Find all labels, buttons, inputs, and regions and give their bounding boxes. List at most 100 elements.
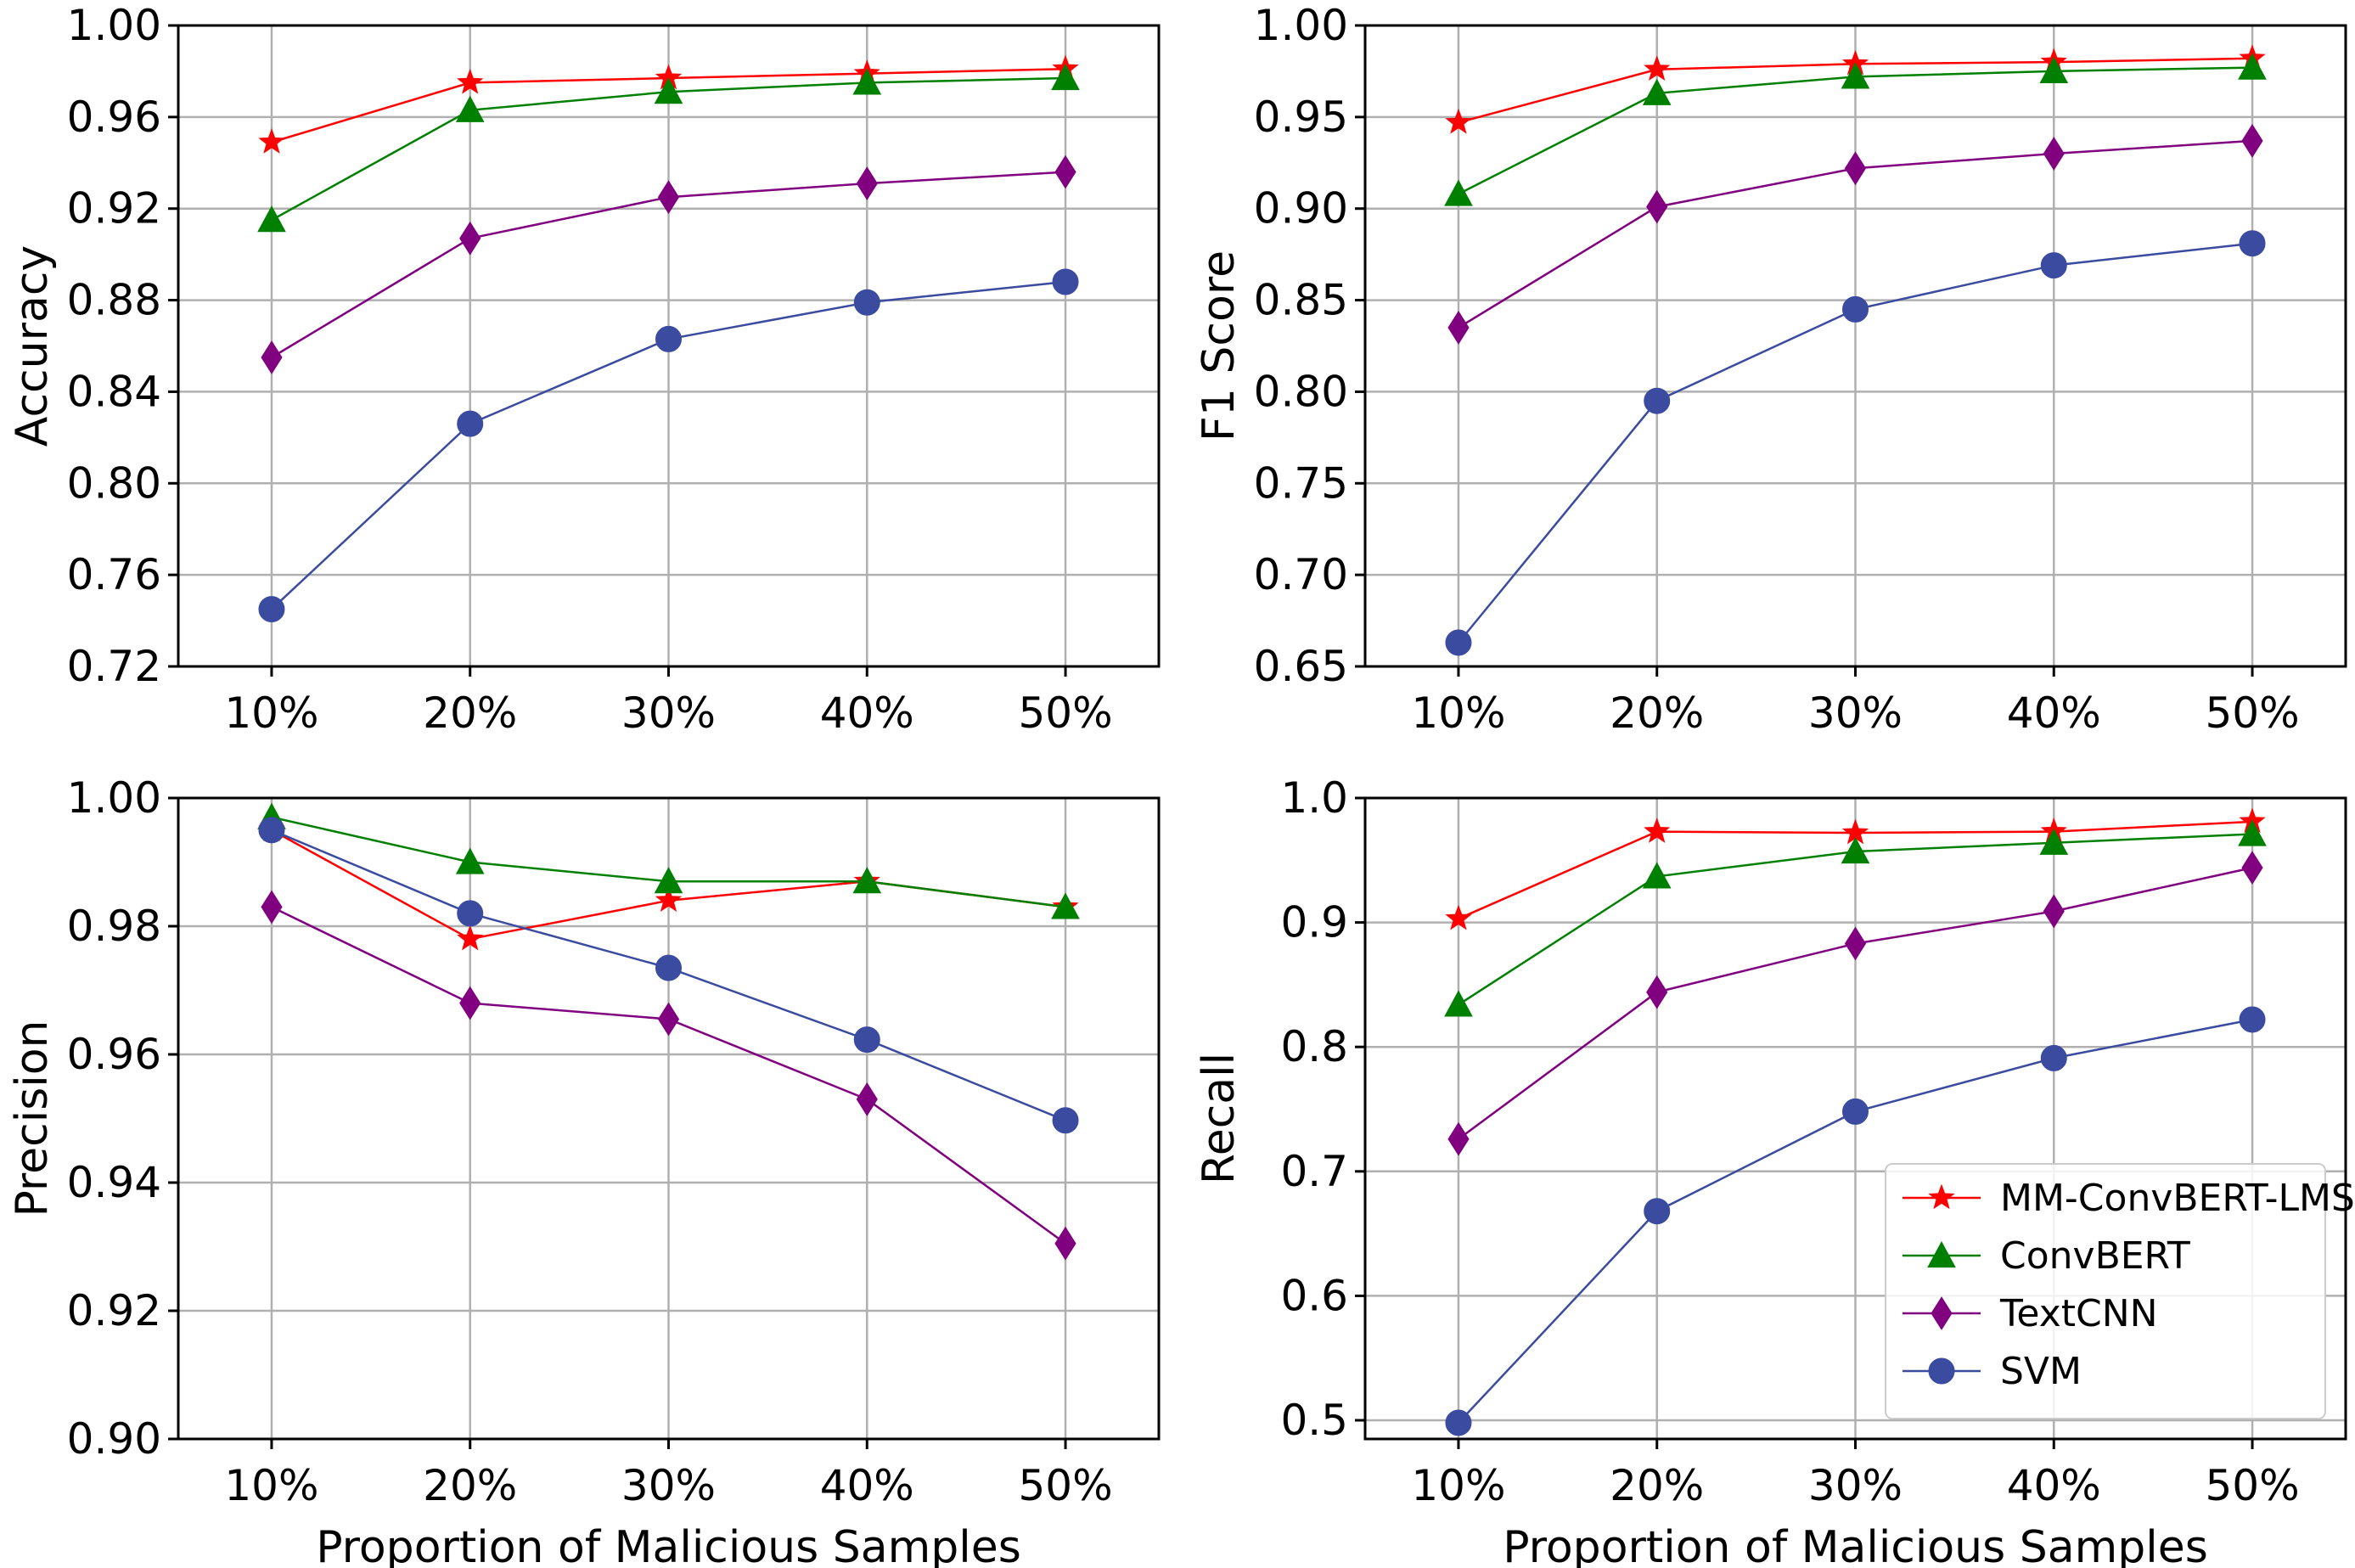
data-point bbox=[1444, 990, 1473, 1017]
y-tick-label: 0.80 bbox=[1254, 367, 1348, 416]
legend-label: MM-ConvBERT-LMS bbox=[2000, 1177, 2355, 1220]
y-tick-label: 0.5 bbox=[1280, 1396, 1348, 1445]
x-tick-label: 10% bbox=[224, 688, 318, 738]
data-point bbox=[654, 867, 683, 894]
data-point bbox=[1644, 387, 1671, 414]
x-tick-label: 20% bbox=[1610, 688, 1704, 738]
data-point bbox=[1444, 179, 1473, 206]
data-point bbox=[2043, 894, 2065, 929]
x-tick-label: 20% bbox=[1610, 1461, 1704, 1510]
x-tick-label: 40% bbox=[2007, 1461, 2101, 1510]
y-tick-label: 0.76 bbox=[67, 550, 161, 599]
data-point bbox=[1054, 1226, 1076, 1261]
data-point bbox=[2239, 1006, 2266, 1033]
x-tick-label: 40% bbox=[820, 688, 914, 738]
data-point bbox=[2241, 123, 2263, 158]
data-point bbox=[856, 166, 878, 201]
x-tick-label: 50% bbox=[2205, 1461, 2299, 1510]
y-tick-label: 0.90 bbox=[67, 1414, 161, 1464]
y-tick-label: 0.72 bbox=[67, 642, 161, 691]
legend-label: SVM bbox=[2000, 1350, 2082, 1393]
data-point bbox=[2238, 53, 2267, 80]
data-point bbox=[1051, 892, 1080, 919]
data-point bbox=[1445, 904, 1472, 930]
legend-marker bbox=[1927, 1240, 1956, 1268]
data-point bbox=[1052, 268, 1079, 295]
x-axis-label: Proportion of Malicious Samples bbox=[316, 1522, 1021, 1568]
data-point bbox=[1445, 108, 1472, 134]
data-point bbox=[2040, 252, 2067, 279]
data-point bbox=[1054, 155, 1076, 189]
y-tick-label: 0.98 bbox=[67, 902, 161, 951]
data-point bbox=[1445, 1409, 1472, 1436]
data-point bbox=[1052, 1107, 1079, 1134]
x-tick-label: 10% bbox=[1411, 688, 1505, 738]
y-tick-label: 1.00 bbox=[67, 773, 161, 823]
data-point bbox=[2238, 819, 2267, 846]
x-tick-label: 50% bbox=[2205, 688, 2299, 738]
legend-entry: MM-ConvBERT-LMS bbox=[1903, 1177, 2355, 1220]
data-point bbox=[1841, 836, 1870, 864]
data-point bbox=[1841, 62, 1870, 89]
legend-marker bbox=[1928, 1357, 1955, 1385]
data-point bbox=[1051, 63, 1080, 91]
data-point bbox=[655, 886, 683, 913]
x-tick-label: 30% bbox=[621, 688, 716, 738]
data-point bbox=[457, 68, 484, 94]
y-tick-label: 0.92 bbox=[67, 1286, 161, 1335]
legend: MM-ConvBERT-LMS ConvBERT TextCNN SVM bbox=[1885, 1163, 2355, 1419]
data-point bbox=[261, 340, 283, 374]
y-axis-label: F1 Score bbox=[1194, 250, 1245, 441]
data-point bbox=[457, 900, 484, 927]
x-tick-label: 20% bbox=[423, 688, 517, 738]
data-point bbox=[455, 95, 485, 122]
y-tick-label: 0.6 bbox=[1280, 1271, 1348, 1320]
x-tick-label: 30% bbox=[621, 1461, 716, 1510]
data-point bbox=[2239, 230, 2266, 257]
y-axis-label: Accuracy bbox=[7, 245, 58, 447]
data-point bbox=[853, 1026, 880, 1054]
data-point bbox=[853, 289, 880, 316]
y-tick-label: 1.00 bbox=[1254, 1, 1348, 50]
y-tick-label: 0.88 bbox=[67, 276, 161, 325]
y-tick-label: 0.70 bbox=[1254, 550, 1348, 599]
x-axis-label: Proportion of Malicious Samples bbox=[1503, 1522, 2208, 1568]
legend-label: ConvBERT bbox=[2000, 1234, 2190, 1278]
data-point bbox=[654, 77, 683, 104]
data-point bbox=[459, 221, 481, 256]
y-tick-label: 0.92 bbox=[67, 184, 161, 233]
x-tick-label: 20% bbox=[423, 1461, 517, 1510]
panel-accuracy: 0.72 0.76 0.80 0.84 0.88 0.92 0.96 1.00 10% 20% 30… bbox=[7, 1, 1161, 738]
y-tick-label: 0.8 bbox=[1280, 1022, 1348, 1071]
data-point bbox=[856, 1082, 878, 1116]
legend-entry: ConvBERT bbox=[1903, 1234, 2190, 1278]
legend-label: TextCNN bbox=[1999, 1292, 2158, 1335]
data-point bbox=[1844, 926, 1867, 961]
data-point bbox=[1644, 818, 1671, 843]
data-point bbox=[2039, 56, 2069, 83]
legend-marker bbox=[1928, 1183, 1955, 1210]
data-point bbox=[1447, 310, 1470, 345]
data-point bbox=[1842, 1098, 1869, 1125]
data-point bbox=[459, 986, 481, 1020]
data-point bbox=[1447, 1121, 1470, 1156]
legend-entry: TextCNN bbox=[1903, 1292, 2158, 1335]
x-tick-label: 50% bbox=[1018, 688, 1112, 738]
data-point bbox=[258, 128, 285, 154]
data-point bbox=[655, 325, 682, 352]
y-tick-label: 0.80 bbox=[67, 458, 161, 508]
y-tick-label: 0.84 bbox=[67, 367, 161, 416]
data-point bbox=[1844, 151, 1867, 186]
y-tick-label: 0.90 bbox=[1254, 184, 1348, 233]
data-point bbox=[457, 925, 484, 951]
data-point bbox=[657, 180, 680, 215]
data-point bbox=[1644, 1198, 1671, 1225]
panel-recall: 0.5 0.6 0.7 0.8 0.9 1.0 10% 20% 30% 40% 50% Recall P… bbox=[1194, 773, 2347, 1568]
data-point bbox=[2039, 828, 2069, 855]
data-point bbox=[2043, 137, 2065, 171]
x-tick-label: 40% bbox=[820, 1461, 914, 1510]
y-axis-label: Recall bbox=[1194, 1053, 1245, 1184]
legend-entry: SVM bbox=[1903, 1350, 2082, 1393]
data-point bbox=[655, 954, 682, 981]
